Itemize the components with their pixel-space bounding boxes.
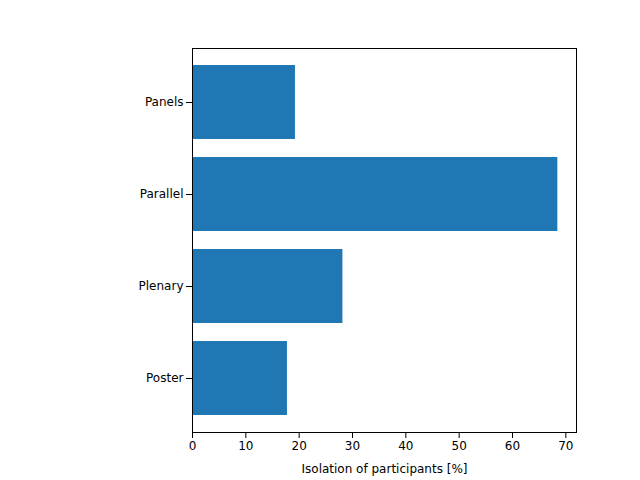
svg-text:0: 0 — [189, 439, 197, 453]
svg-text:70: 70 — [558, 439, 573, 453]
svg-text:Parallel: Parallel — [140, 187, 184, 201]
svg-text:30: 30 — [345, 439, 360, 453]
svg-text:20: 20 — [292, 439, 307, 453]
svg-text:40: 40 — [398, 439, 413, 453]
svg-text:60: 60 — [505, 439, 520, 453]
svg-text:Panels: Panels — [145, 95, 184, 109]
svg-text:Poster: Poster — [146, 371, 183, 385]
svg-text:Isolation of participants [%]: Isolation of participants [%] — [302, 462, 468, 476]
svg-text:10: 10 — [238, 439, 253, 453]
svg-text:Plenary: Plenary — [139, 279, 184, 293]
svg-text:50: 50 — [452, 439, 467, 453]
